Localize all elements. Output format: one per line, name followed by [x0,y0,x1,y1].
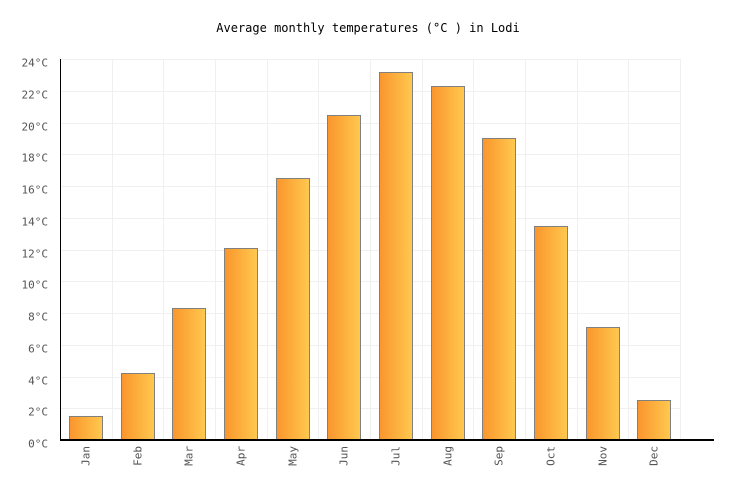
y-axis-tick-label-10: 10°C [21,278,49,292]
v-gridline-7 [422,59,423,440]
x-axis-tick-label-apr: Apr [234,446,248,466]
plot-area [60,59,714,441]
y-axis-tick-label-20: 20°C [21,120,49,133]
v-gridline-6 [370,59,371,440]
v-gridline-2 [163,59,164,440]
x-axis-tick-label-nov: Nov [596,446,609,466]
x-axis-tick-label-sep: Sep [492,446,506,466]
y-axis-tick-label-22: 22°C [21,88,49,102]
v-gridline-9 [525,59,526,440]
v-gridline-10 [577,59,578,440]
bar-oct [533,225,568,440]
v-gridline-8 [473,59,474,440]
v-gridline-12 [680,59,681,440]
chart-title: Average monthly temperatures (°C ) in Lo… [216,21,520,35]
y-axis-tick-label-24: 24°C [21,56,49,70]
bar-dec [637,400,672,440]
y-axis-tick-label-12: 12°C [21,247,49,260]
x-axis-tick-label-jun: Jun [337,446,351,466]
bar-feb [120,373,155,440]
bar-jan [68,416,103,440]
v-gridline-1 [112,59,113,440]
x-axis-line [60,439,714,441]
x-axis-tick-label-may: May [286,446,299,466]
x-axis-tick-label-oct: Oct [544,446,558,466]
y-axis-tick-label-8: 8°C [28,310,48,324]
x-axis-tick-label-jul: Jul [389,446,403,466]
grid-region [60,59,681,440]
y-axis-tick-label-18: 18°C [21,151,49,165]
x-axis-tick-label-aug: Aug [441,446,454,466]
bar-may [275,178,310,440]
x-axis-tick-label-jan: Jan [79,446,93,466]
bar-jul [378,71,413,440]
x-axis-tick-label-dec: Dec [647,446,661,466]
y-axis-tick-label-2: 2°C [28,405,48,419]
y-axis-line [60,59,61,440]
v-gridline-4 [267,59,268,440]
x-axis-tick-labels: Jan Feb Mar Apr May Jun Jul Aug Sep Oct Nov Dec [60,441,680,496]
bar-sep [482,138,517,440]
v-gridline-5 [318,59,319,440]
y-axis-tick-label-4: 4°C [28,374,48,387]
y-axis-tick-label-6: 6°C [28,342,48,356]
y-axis-tick-label-16: 16°C [21,183,49,197]
bar-jun [327,114,362,440]
y-axis-tick-label-0: 0°C [28,437,48,451]
x-axis-tick-label-feb: Feb [131,446,144,466]
y-axis-tick-label-14: 14°C [21,215,49,229]
v-gridline-11 [628,59,629,440]
bar-aug [430,86,465,440]
x-axis-tick-label-mar: Mar [182,446,196,466]
bar-apr [223,247,258,440]
y-axis-tick-labels: 0°C 2°C 4°C 6°C 8°C 10°C 12°C 14°C 16°C 18°C 20°C 2… [0,56,54,451]
v-gridline-3 [215,59,216,440]
bar-nov [585,327,620,440]
bar-mar [172,308,207,440]
